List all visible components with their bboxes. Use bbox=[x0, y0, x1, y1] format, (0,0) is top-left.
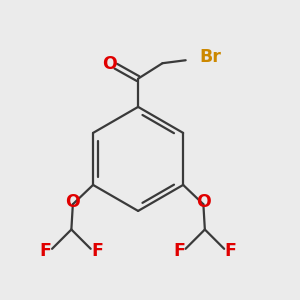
Text: O: O bbox=[65, 193, 80, 211]
Text: F: F bbox=[173, 242, 185, 260]
Text: O: O bbox=[196, 193, 211, 211]
Text: F: F bbox=[40, 242, 51, 260]
Text: O: O bbox=[102, 56, 117, 74]
Text: F: F bbox=[91, 242, 103, 260]
Text: Br: Br bbox=[199, 48, 221, 66]
Text: F: F bbox=[225, 242, 237, 260]
